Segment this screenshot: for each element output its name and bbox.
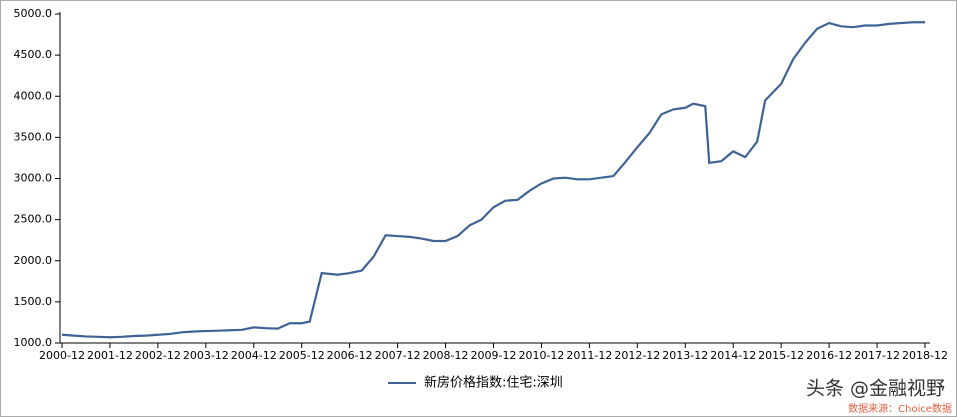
y-tick-label: 5000.0: [14, 7, 53, 20]
x-tick-label: 2000-12: [39, 349, 85, 362]
x-tick-label: 2007-12: [375, 349, 421, 362]
x-tick-label: 2005-12: [279, 349, 325, 362]
y-tick-label: 3500.0: [14, 130, 53, 143]
x-tick-label: 2004-12: [231, 349, 277, 362]
x-tick-label: 2013-12: [662, 349, 708, 362]
y-tick-label: 1000.0: [14, 336, 53, 349]
x-tick-label: 2017-12: [854, 349, 900, 362]
y-tick-label: 1500.0: [14, 295, 53, 308]
x-tick-label: 2015-12: [758, 349, 804, 362]
y-tick-label: 2000.0: [14, 254, 53, 267]
line: [61, 21, 925, 339]
x-tick-label: 2002-12: [135, 349, 181, 362]
x-tick-label: 2009-12: [471, 349, 517, 362]
x-tick-label: 2012-12: [614, 349, 660, 362]
x-tick-label: 2011-12: [566, 349, 612, 362]
x-tick-label: 2006-12: [327, 349, 373, 362]
legend-label: 新房价格指数:住宅:深圳: [424, 375, 563, 391]
x-tick-label: 2014-12: [710, 349, 756, 362]
y-tick-label: 4000.0: [14, 89, 53, 102]
y-tick-label: 3000.0: [14, 172, 53, 185]
y-tick-label: 4500.0: [14, 48, 53, 61]
x-tick-label: 2010-12: [518, 349, 564, 362]
x-tick-label: 2003-12: [183, 349, 229, 362]
x-tick-label: 2001-12: [87, 349, 133, 362]
x-tick-label: 2008-12: [423, 349, 469, 362]
x-tick-label: 2016-12: [806, 349, 852, 362]
watermark: 头条 @金融视野: [806, 378, 945, 400]
y-tick-label: 2500.0: [14, 213, 53, 226]
source: 数据来源：Choice数据: [848, 402, 952, 415]
x-tick-label: 2018-12: [902, 349, 948, 362]
